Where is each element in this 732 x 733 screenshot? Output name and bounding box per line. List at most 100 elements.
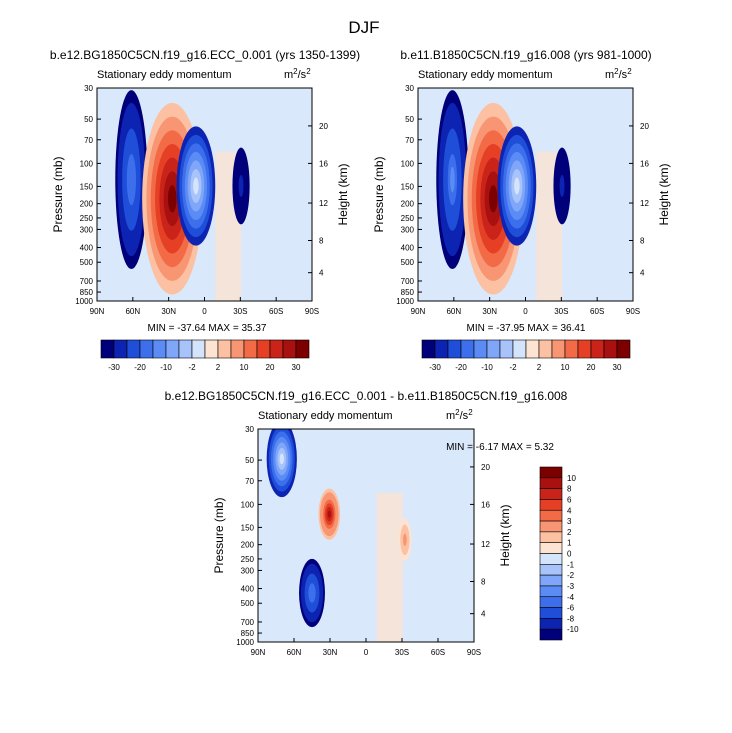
colorbar-swatch [512,339,527,359]
colorbar-swatch [539,477,563,489]
colorbar-swatch [525,339,540,359]
colorbar-label: 2 [567,528,572,537]
colorbar-label: 3 [567,517,572,526]
contour-band [560,180,564,192]
colorbar-label: -3 [567,582,575,591]
y-tick-label: 400 [401,244,415,253]
panel-subtitle: Stationary eddy momentum [418,69,553,81]
y-tick-label: 250 [241,555,255,564]
colorbar-label: 30 [613,363,622,372]
chart-panel-2: b.e11.B1850C5CN.f19_g16.008 (yrs 981-100… [372,48,671,372]
x-tick-label: 90N [251,648,266,657]
y-tick-label: 30 [245,425,254,434]
height-tick-label: 4 [640,269,645,278]
contour-band [129,166,134,193]
colorbar-swatch [269,339,284,359]
colorbar-swatch [204,339,219,359]
height-tick-label: 16 [319,159,328,168]
colorbar-label: -10 [567,625,579,634]
height-tick-label: 12 [319,199,328,208]
contour-field [258,429,474,642]
colorbar-label: 2 [537,363,542,372]
colorbar-swatch [564,339,579,359]
colorbar-swatch [603,339,618,359]
y-tick-label: 300 [80,225,94,234]
x-tick-label: 60N [446,307,461,316]
colorbar-swatch [191,339,206,359]
contour-band [514,177,520,195]
height-tick-label: 12 [481,540,490,549]
y-axis-label: Pressure (mb) [372,156,386,232]
x-tick-label: 30S [554,307,568,316]
colorbar-label: 1 [567,539,572,548]
height-tick-label: 20 [640,122,649,131]
y-tick-label: 850 [80,288,94,297]
chart-panel-3: b.e12.BG1850C5CN.f19_g16.ECC_0.001 - b.e… [165,389,579,657]
contour-field [418,88,633,301]
colorbar-swatch [473,339,488,359]
colorbar-swatch [178,339,193,359]
x-tick-label: 60N [287,648,302,657]
y-tick-label: 300 [401,225,415,234]
colorbar-swatch [577,339,592,359]
colorbar-label: -2 [567,571,575,580]
min-max-label: MIN = -37.95 MAX = 36.41 [467,323,586,334]
contour-band [403,536,406,543]
colorbar-label: -2 [509,363,517,372]
colorbar-swatch [539,607,563,619]
panel-title: b.e12.BG1850C5CN.f19_g16.ECC_0.001 - b.e… [165,389,568,403]
colorbar-label: -20 [455,363,467,372]
colorbar-label: -4 [567,593,575,602]
x-tick-label: 0 [523,307,528,316]
y-axis-label: Pressure (mb) [51,156,65,232]
colorbar-label: 20 [266,363,275,372]
colorbar-swatch [539,509,563,522]
colorbar-label: -30 [108,363,120,372]
colorbar-label: 2 [216,363,221,372]
panel-title: b.e11.B1850C5CN.f19_g16.008 (yrs 981-100… [400,48,651,62]
colorbar-label: -10 [160,363,172,372]
colorbar-swatch [539,628,563,641]
colorbar-swatch [539,531,563,543]
colorbar-swatch [539,499,563,511]
x-tick-label: 90S [467,648,481,657]
colorbar-swatch [100,339,115,359]
colorbar-swatch [256,339,271,359]
colorbar-swatch [152,339,167,359]
y-tick-label: 500 [241,599,255,608]
colorbar-swatch [539,466,563,479]
y-tick-label: 150 [401,182,415,191]
contour-band [310,588,314,598]
colorbar-swatch [539,542,563,554]
y-tick-label: 150 [80,182,94,191]
figure-title: DJF [348,18,379,37]
chart-panel-1: b.e12.BG1850C5CN.f19_g16.ECC_0.001 (yrs … [50,48,360,372]
y-tick-label: 700 [401,277,415,286]
panel-subtitle: Stationary eddy momentum [258,410,393,422]
colorbar-label: 8 [567,485,572,494]
y-tick-label: 200 [80,200,94,209]
colorbar-swatch [551,339,566,359]
height-tick-label: 4 [481,610,486,619]
colorbar-swatch [539,488,563,500]
x-tick-label: 90S [626,307,640,316]
colorbar-swatch [243,339,258,359]
y-tick-label: 50 [84,115,93,124]
colorbar-label: -20 [134,363,146,372]
y-tick-label: 150 [241,523,255,532]
colorbar-label: 10 [561,363,570,372]
y-tick-label: 1000 [396,297,414,306]
colorbar-swatch [539,596,563,608]
colorbar-label: 30 [292,363,301,372]
colorbar-swatch [230,339,245,359]
y-tick-label: 250 [401,214,415,223]
colorbar-label: 6 [567,495,572,504]
x-tick-label: 60S [431,648,445,657]
x-tick-label: 60N [125,307,140,316]
colorbar-swatch [126,339,141,359]
panel-title: b.e12.BG1850C5CN.f19_g16.ECC_0.001 (yrs … [50,48,360,62]
y-tick-label: 250 [80,214,94,223]
colorbar-swatch [165,339,180,359]
contour-band [193,177,199,195]
